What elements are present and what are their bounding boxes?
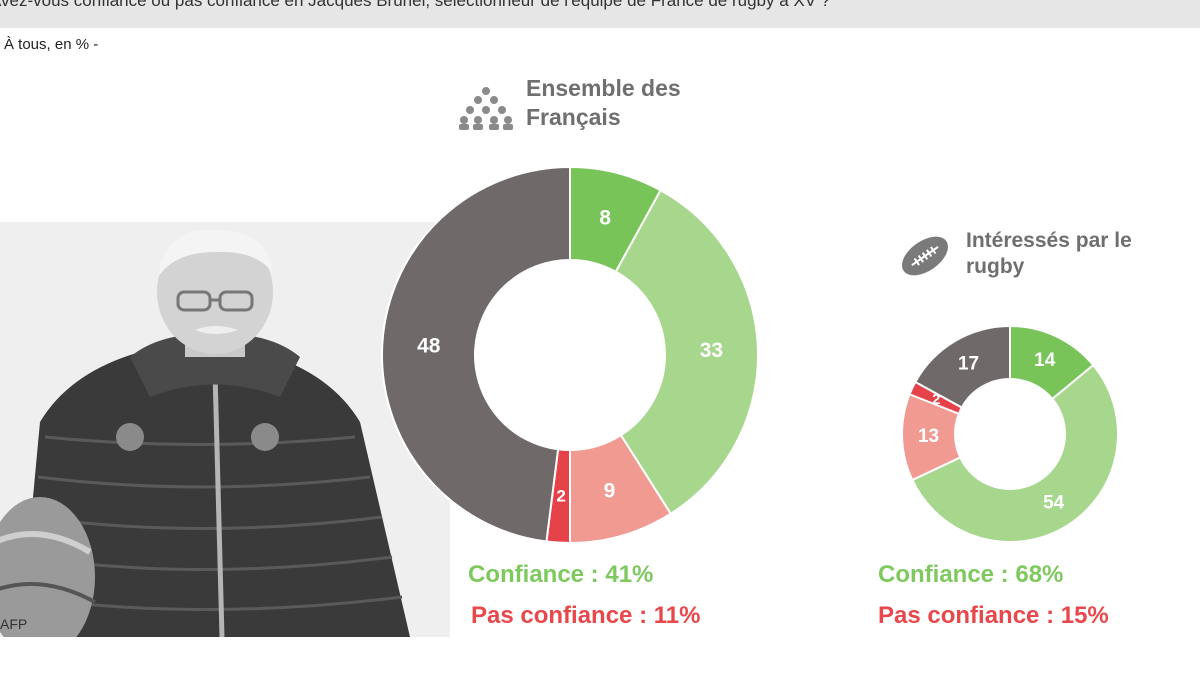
confiance-summary-ensemble: Confiance : 41% xyxy=(468,561,654,588)
pas-confiance-summary-ensemble: Pas confiance : 11% xyxy=(471,602,701,629)
coach-photo xyxy=(0,222,450,637)
chart-title-ensemble: Ensemble des Français xyxy=(526,74,686,132)
donut-slice-label: 8 xyxy=(599,206,611,229)
donut-slice-label: 2 xyxy=(556,487,565,506)
rugby-ball-icon xyxy=(902,236,948,276)
donut-slice-label: 14 xyxy=(1034,350,1056,371)
donut-slice xyxy=(910,363,1119,543)
chart-title-rugby-text: Intéressés par le rugby xyxy=(966,229,1132,279)
donut-slice-label: 54 xyxy=(1043,492,1065,513)
donut-slice xyxy=(380,165,571,543)
question-text: Avez-vous confiance ou pas confiance en … xyxy=(0,0,831,10)
question-bar: Avez-vous confiance ou pas confiance en … xyxy=(0,0,1200,28)
donut-slice-label: 2 xyxy=(932,391,940,408)
donut-chart-ensemble: 8 33 9 2 48 xyxy=(380,165,759,545)
donut-slice-label: 33 xyxy=(700,339,723,362)
photo-credit: AFP xyxy=(0,616,28,632)
donut-slice xyxy=(614,188,759,516)
donut-chart-rugby: 14 54 13 2 17 xyxy=(901,324,1119,543)
chart-title-ensemble-text: Ensemble des Français xyxy=(526,75,681,130)
donut-slice-label: 17 xyxy=(958,353,979,374)
donut-slice-label: 9 xyxy=(604,479,616,502)
confiance-summary-rugby: Confiance : 68% xyxy=(878,561,1064,588)
donut-slice xyxy=(914,324,1011,409)
people-group-icon xyxy=(459,87,513,130)
subtitle: À tous, en % - xyxy=(4,36,99,53)
donut-slice-label: 48 xyxy=(417,335,441,358)
donut-slice-label: 13 xyxy=(918,426,939,447)
chart-title-rugby: Intéressés par le rugby xyxy=(966,228,1141,281)
pas-confiance-summary-rugby: Pas confiance : 15% xyxy=(878,602,1109,629)
